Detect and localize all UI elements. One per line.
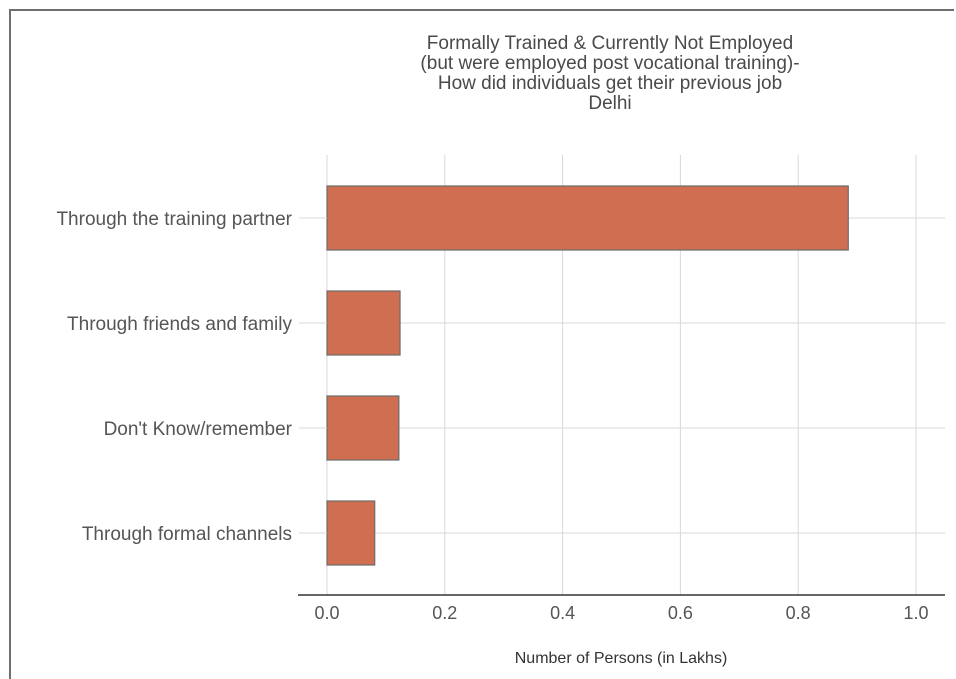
- chart-title-line-1: Formally Trained & Currently Not Employe…: [426, 33, 794, 54]
- x-tick-label: 0.2: [432, 603, 457, 623]
- x-tick-label: 0.0: [314, 603, 339, 623]
- x-tick-label: 0.6: [668, 603, 693, 623]
- x-tick-label: 1.0: [903, 603, 928, 623]
- bar: [326, 185, 849, 251]
- x-tick-label: 0.4: [550, 603, 575, 623]
- chart-title-line-3: How did individuals get their previous j…: [437, 73, 783, 94]
- category-labels: Through the training partner Through frie…: [56, 209, 327, 545]
- category-label: Through the training partner: [56, 209, 292, 230]
- chart-title: Formally Trained & Currently Not Employe…: [330, 34, 890, 114]
- category-label: Don't Know/remember: [104, 419, 293, 440]
- x-tick-label: 0.8: [786, 603, 811, 623]
- category-label: Through friends and family: [67, 314, 292, 335]
- bar: [326, 290, 401, 356]
- x-axis-title: Number of Persons (in Lakhs): [515, 650, 728, 667]
- bars: [326, 185, 849, 566]
- x-axis: 0.0 0.2 0.4 0.6 0.8 1.0: [298, 594, 945, 623]
- bar: [326, 500, 376, 566]
- category-label: Through formal channels: [82, 524, 292, 545]
- chart-title-line-4: Delhi: [588, 93, 632, 114]
- chart-frame: [9, 9, 954, 679]
- chart-title-line-2: (but were employed post vocational train…: [420, 53, 800, 74]
- bar: [326, 395, 400, 461]
